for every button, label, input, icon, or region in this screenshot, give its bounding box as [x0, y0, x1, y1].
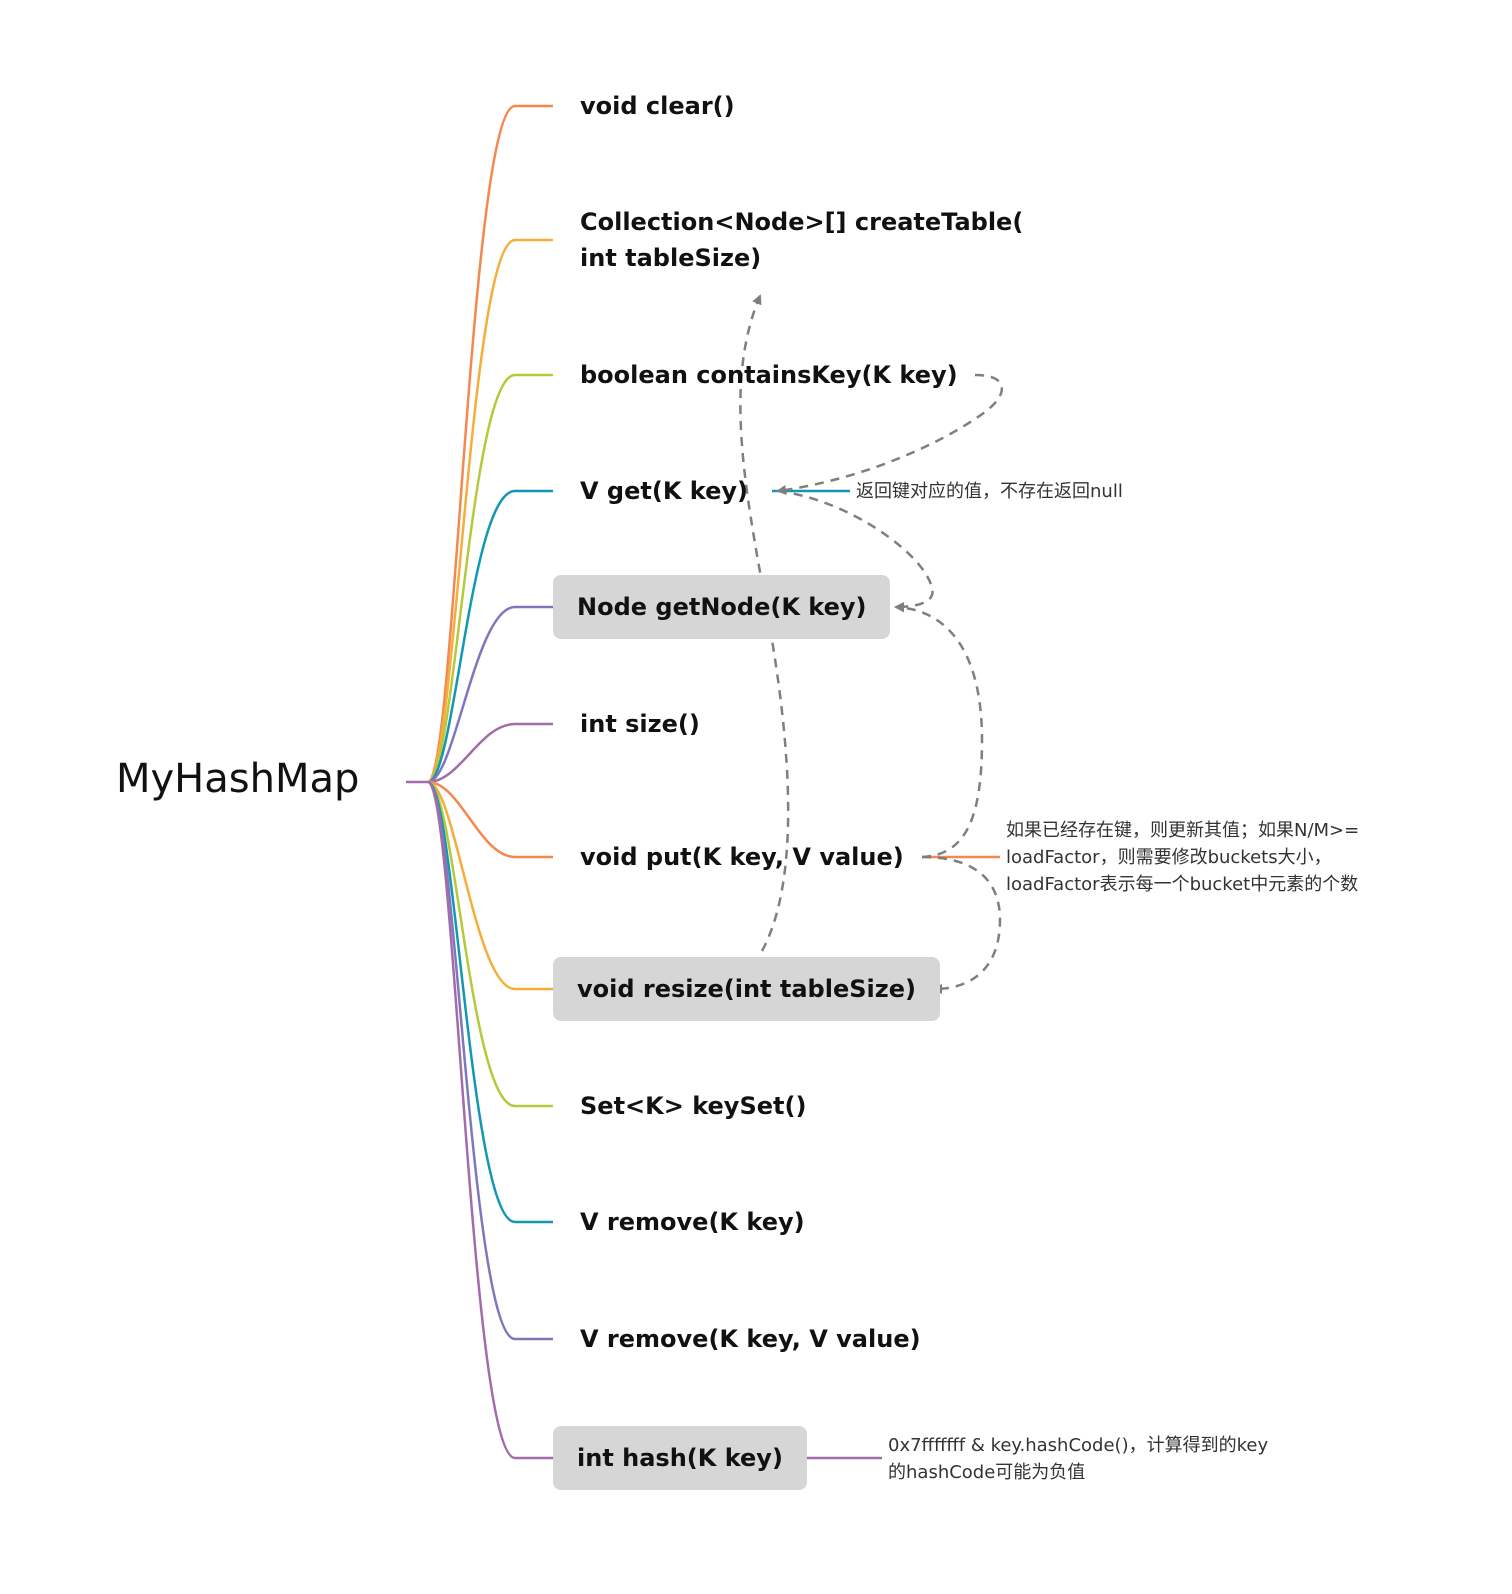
- branch-remove-value: [426, 780, 553, 1341]
- relation-resize-to-createtable: [739, 294, 790, 952]
- note-line: 如果已经存在键，则更新其值；如果N/M>=: [1006, 820, 1360, 841]
- method-node-createtable: Collection<Node>[] createTable( int tabl…: [580, 204, 1023, 276]
- branch-clear: [426, 104, 553, 784]
- relation-put-to-resize: [921, 855, 1002, 994]
- note-line: loadFactor表示每一个bucket中元素的个数: [1006, 874, 1359, 895]
- method-node-remove-value: V remove(K key, V value): [580, 1325, 921, 1353]
- note-put: 如果已经存在键，则更新其值；如果N/M>= loadFactor，则需要修改bu…: [1006, 817, 1359, 898]
- note-line: 的hashCode可能为负值: [888, 1462, 1086, 1483]
- relation-put-to-getnode: [894, 602, 984, 859]
- note-hash: 0x7fffffff & key.hashCode()，计算得到的key 的ha…: [888, 1432, 1268, 1486]
- branch-put: [427, 780, 553, 859]
- method-node-remove: V remove(K key): [580, 1208, 805, 1236]
- method-node-hash: int hash(K key): [553, 1426, 807, 1490]
- method-node-clear: void clear(): [580, 92, 735, 120]
- method-node-containskey: boolean containsKey(K key): [580, 361, 958, 389]
- branch-resize: [427, 780, 553, 991]
- relation-containskey-to-get: [776, 373, 1003, 495]
- branch-get: [427, 489, 553, 784]
- branch-hash: [426, 780, 553, 1460]
- note-line: loadFactor，则需要修改buckets大小，: [1006, 847, 1332, 868]
- method-label-line: int tableSize): [580, 244, 762, 272]
- branch-createtable: [426, 238, 553, 784]
- note-line: 0x7fffffff & key.hashCode()，计算得到的key: [888, 1435, 1269, 1456]
- method-node-keyset: Set<K> keySet(): [580, 1092, 807, 1120]
- branch-remove: [427, 780, 553, 1224]
- branch-size: [427, 722, 553, 784]
- branch-keyset: [427, 780, 553, 1108]
- method-node-resize: void resize(int tableSize): [553, 957, 940, 1021]
- method-label-line: Collection<Node>[] createTable(: [580, 208, 1024, 236]
- relation-get-to-getnode: [777, 489, 934, 612]
- branch-containskey: [427, 373, 553, 784]
- method-node-get: V get(K key): [580, 477, 748, 505]
- method-node-getnode: Node getNode(K key): [553, 575, 891, 639]
- note-get: 返回键对应的值，不存在返回null: [856, 481, 1123, 502]
- method-node-put: void put(K key, V value): [580, 843, 904, 871]
- branch-getnode: [427, 605, 553, 784]
- method-node-size: int size(): [580, 710, 700, 738]
- root-node-title: MyHashMap: [116, 756, 360, 802]
